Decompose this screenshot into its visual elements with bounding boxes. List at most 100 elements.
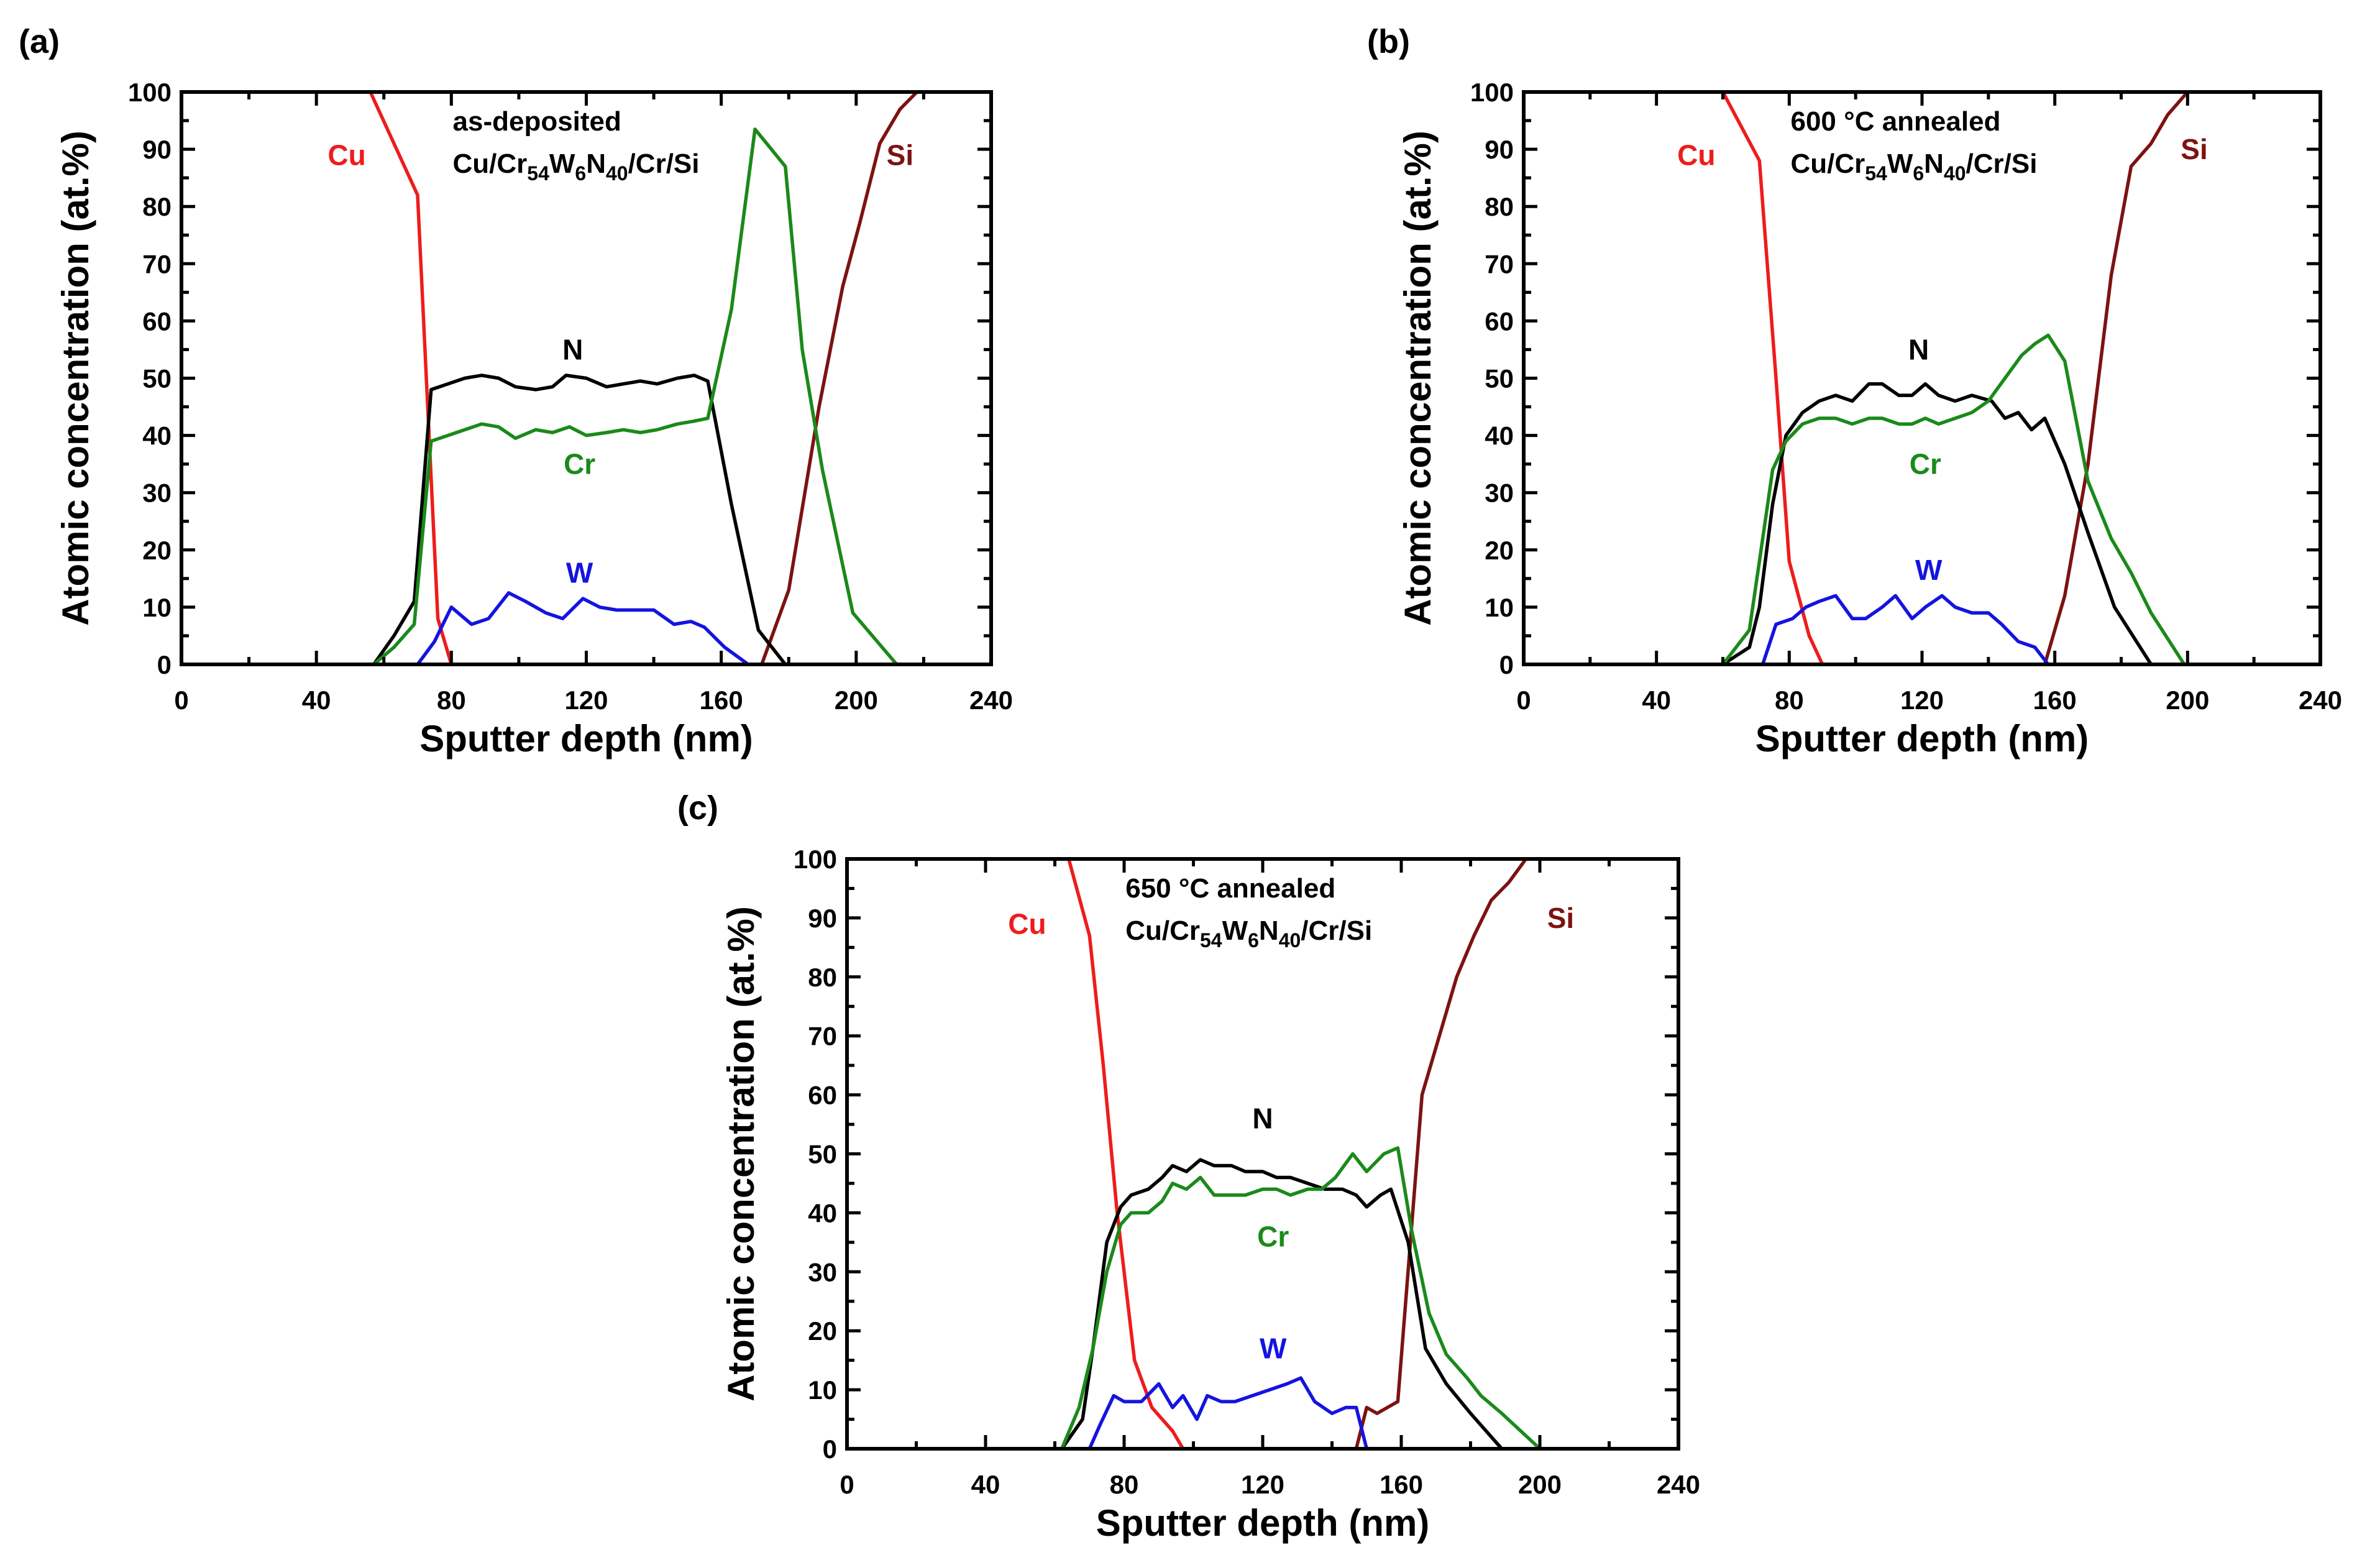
- panel-label: (c): [677, 789, 718, 827]
- chart-a-x-tick-label: 0: [174, 686, 188, 715]
- chart-a-y-tick-label: 60: [142, 306, 172, 336]
- chart-c-y-tick-label: 20: [808, 1316, 837, 1346]
- chart-c-x-tick-label: 240: [1657, 1470, 1700, 1499]
- formula-text: W: [1887, 149, 1913, 179]
- panel-label: (b): [1367, 23, 1410, 60]
- chart-b-x-tick-label: 240: [2299, 686, 2342, 715]
- chart-c-annotation-formula: Cu/Cr54W6N40/Cr/Si: [1125, 915, 1372, 952]
- chart-a-y-tick-label: 80: [142, 192, 172, 221]
- chart-b-series-w-line: [1522, 594, 2322, 666]
- formula-text: N: [1924, 149, 1944, 179]
- chart-a-series-label-n: N: [562, 333, 583, 365]
- chart-a-series-label-cr: Cr: [564, 448, 595, 480]
- chart-b-y-tick-label: 0: [1499, 650, 1514, 679]
- chart-a-series-si-line: [180, 90, 993, 666]
- chart-a-x-tick-label: 40: [302, 686, 331, 715]
- chart-c-x-tick-label: 160: [1380, 1470, 1423, 1499]
- chart-c-y-tick-label: 0: [823, 1434, 837, 1464]
- chart-b-y-tick-label: 50: [1485, 364, 1514, 393]
- chart-a-x-tick-label: 120: [564, 686, 608, 715]
- chart-a-y-tick-label: 20: [142, 536, 172, 565]
- chart-c-series-cu-line: [897, 857, 1680, 1451]
- chart-a-y-tick-label: 10: [142, 593, 172, 622]
- chart-c-x-tick-label: 80: [1110, 1470, 1139, 1499]
- chart-b-x-axis-title: Sputter depth (nm): [1755, 718, 2089, 759]
- chart-a-y-tick-label: 40: [142, 421, 172, 451]
- chart-b-series-label-si: Si: [2181, 133, 2207, 165]
- chart-a-y-tick-label: 70: [142, 249, 172, 278]
- chart-a-annotation-formula: Cu/Cr54W6N40/Cr/Si: [453, 149, 700, 185]
- chart-b-x-tick-label: 40: [1642, 686, 1671, 715]
- chart-a-series-n-line: [180, 374, 993, 666]
- formula-text: W: [549, 149, 575, 179]
- panel-a: (a) 0 40 80 120 160 200 240 0 10 20 30 40 50 60 70 80 90…: [19, 23, 1013, 759]
- chart-a-series-w-line: [180, 591, 993, 666]
- chart-c-y-tick-label: 10: [808, 1375, 837, 1405]
- formula-text: /Cr/Si: [1301, 915, 1372, 946]
- chart-c-y-tick-label: 50: [808, 1140, 837, 1169]
- chart-a-y-axis-title: Atomic concentration (at.%): [55, 131, 96, 626]
- formula-subscript: 6: [1913, 162, 1924, 185]
- chart-a-x-axis-title: Sputter depth (nm): [419, 718, 753, 759]
- chart-c-series-n-line: [845, 1158, 1680, 1451]
- chart-c-y-tick-label: 30: [808, 1257, 837, 1287]
- formula-subscript: 6: [1248, 929, 1259, 952]
- panel-b: (b) 0 40 80 120 160 200 240 0 10 20 30 40 50 60 70 80 90…: [1367, 23, 2342, 759]
- chart-a-series-label-w: W: [566, 557, 593, 589]
- chart-b-series-si-line: [1522, 90, 2322, 666]
- chart-a-series-cr-line: [180, 127, 993, 666]
- chart-b-y-tick-label: 70: [1485, 249, 1514, 278]
- chart-b-y-tick-label: 80: [1485, 192, 1514, 221]
- chart-c-series-label-cr: Cr: [1257, 1220, 1289, 1252]
- formula-text: N: [1259, 915, 1279, 946]
- formula-subscript: 40: [1944, 162, 1966, 185]
- chart-a-x-tick-label: 80: [437, 686, 466, 715]
- chart-b-annotation-condition: 600 °C annealed: [1790, 106, 2000, 137]
- chart-b-y-tick-label: 20: [1485, 536, 1514, 565]
- chart-b-series-label-cr: Cr: [1910, 448, 1941, 480]
- formula-subscript: 54: [1865, 162, 1887, 185]
- chart-c-annotation-condition: 650 °C annealed: [1125, 873, 1335, 904]
- chart-c-series-si-line: [845, 857, 1680, 1451]
- chart-c-x-tick-label: 0: [840, 1470, 854, 1499]
- formula-text: /Cr/Si: [1966, 149, 2038, 179]
- chart-b-series-label-n: N: [1908, 333, 1929, 365]
- formula-text: Cu/Cr: [1790, 149, 1865, 179]
- formula-text: Cu/Cr: [1125, 915, 1200, 946]
- chart-b-series-cu-line: [1565, 90, 2322, 666]
- chart-c-series-label-cu: Cu: [1008, 907, 1046, 940]
- panel-label: (a): [19, 23, 60, 60]
- chart-b-x-tick-label: 80: [1775, 686, 1804, 715]
- chart-c-y-tick-label: 60: [808, 1081, 837, 1110]
- formula-subscript: 54: [1200, 929, 1222, 952]
- chart-c-x-tick-label: 120: [1241, 1470, 1284, 1499]
- chart-c-series-label-n: N: [1252, 1103, 1273, 1135]
- formula-subscript: 54: [527, 162, 549, 185]
- chart-a-y-tick-label: 50: [142, 364, 172, 393]
- chart-a-series-label-si: Si: [887, 139, 913, 171]
- chart-c-x-tick-label: 200: [1518, 1470, 1562, 1499]
- chart-c-y-tick-label: 100: [794, 845, 837, 874]
- chart-b-y-tick-label: 30: [1485, 479, 1514, 508]
- chart-a-y-tick-label: 0: [157, 650, 172, 679]
- chart-b-x-tick-label: 120: [1900, 686, 1944, 715]
- chart-b-series-cr-line: [1522, 333, 2322, 666]
- chart-b-series-label-cu: Cu: [1677, 139, 1715, 171]
- formula-text: W: [1222, 915, 1248, 946]
- chart-b-y-tick-label: 40: [1485, 421, 1514, 451]
- formula-subscript: 40: [606, 162, 628, 185]
- chart-b-y-tick-label: 10: [1485, 593, 1514, 622]
- chart-c-y-tick-label: 70: [808, 1022, 837, 1051]
- chart-a-x-tick-label: 200: [835, 686, 878, 715]
- chart-b-series-label-w: W: [1915, 554, 1943, 586]
- chart-a-x-tick-label: 160: [700, 686, 743, 715]
- chart-b-x-tick-label: 160: [2033, 686, 2077, 715]
- chart-b-y-axis-title: Atomic concentration (at.%): [1397, 131, 1439, 626]
- chart-b-y-tick-label: 60: [1485, 306, 1514, 336]
- panel-c: (c) 0 40 80 120 160 200 240 0 10 20 30 40 50 60 70 80 90…: [677, 789, 1700, 1544]
- chart-a-y-tick-label: 90: [142, 135, 172, 164]
- chart-c-series-cr-line: [845, 1146, 1680, 1451]
- chart-c-series-label-w: W: [1260, 1333, 1287, 1365]
- chart-a-y-tick-label: 100: [128, 78, 172, 107]
